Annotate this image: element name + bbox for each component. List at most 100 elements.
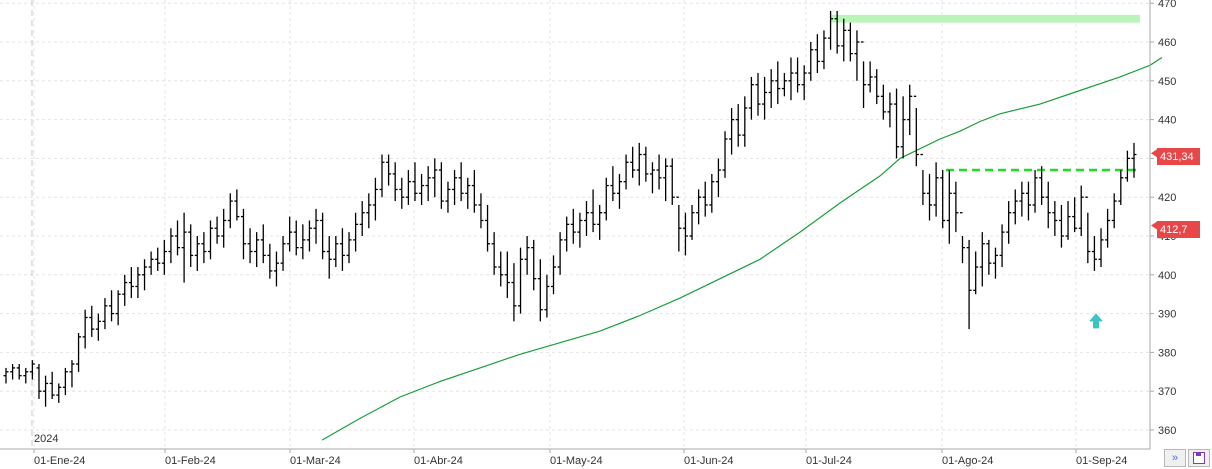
ohlc-bar bbox=[438, 162, 444, 209]
floppy-disk-label-part bbox=[1196, 453, 1201, 456]
ohlc-bar bbox=[636, 142, 642, 186]
ohlc-bar bbox=[781, 73, 787, 97]
ohlc-bar bbox=[709, 173, 715, 213]
ohlc-bar bbox=[616, 173, 622, 209]
ohlc-bar bbox=[544, 274, 550, 318]
ohlc-bar bbox=[946, 170, 952, 244]
x-tick-label: 01-May-24 bbox=[550, 455, 603, 467]
ohlc-bar bbox=[920, 153, 926, 205]
ohlc-bar bbox=[504, 251, 510, 299]
ohlc-bar bbox=[372, 177, 378, 221]
y-tick-label: 370 bbox=[1158, 386, 1176, 398]
ohlc-bar bbox=[445, 181, 451, 213]
ohlc-bar bbox=[23, 367, 29, 384]
ohlc-bar bbox=[808, 42, 814, 81]
ohlc-bar bbox=[894, 88, 900, 159]
ohlc-bar bbox=[498, 251, 504, 287]
moving-average-line bbox=[321, 56, 1163, 441]
ohlc-bar bbox=[36, 364, 42, 399]
ohlc-bar bbox=[748, 76, 754, 120]
ohlc-bar bbox=[1085, 196, 1091, 264]
ohlc-bar bbox=[214, 216, 220, 244]
ohlc-bar bbox=[590, 189, 596, 233]
ohlc-bar bbox=[102, 298, 108, 330]
ohlc-bar bbox=[583, 201, 589, 236]
ohlc-bar bbox=[1045, 181, 1051, 229]
ohlc-bar bbox=[847, 22, 853, 62]
ohlc-bar bbox=[412, 162, 418, 202]
ohlc-bar bbox=[56, 383, 62, 403]
y-tick-label: 360 bbox=[1158, 425, 1176, 437]
x-tick-label: 01-Jul-24 bbox=[806, 455, 852, 467]
y-tick-label: 470 bbox=[1158, 0, 1176, 10]
ohlc-bar bbox=[768, 69, 774, 108]
ohlc-bar bbox=[979, 232, 985, 287]
ohlc-bar bbox=[959, 212, 965, 264]
ohlc-bar bbox=[478, 193, 484, 229]
ohlc-bar bbox=[300, 224, 306, 260]
y-tick-label: 440 bbox=[1158, 115, 1176, 127]
last-price-label: 431,34 bbox=[1160, 151, 1194, 163]
ohlc-bar bbox=[907, 84, 913, 136]
ohlc-bar bbox=[155, 247, 161, 271]
double-chevron-icon: » bbox=[1171, 451, 1179, 464]
ohlc-bar bbox=[913, 95, 919, 167]
ma-value-label: 412,7 bbox=[1160, 224, 1188, 236]
ohlc-bar bbox=[696, 189, 702, 225]
ohlc-bar bbox=[419, 173, 425, 205]
ohlc-bar bbox=[326, 236, 332, 279]
ohlc-bar bbox=[557, 232, 563, 275]
ohlc-bar bbox=[834, 10, 840, 54]
ohlc-bar bbox=[841, 18, 847, 62]
ohlc-bar bbox=[399, 177, 405, 209]
ohlc-bar bbox=[207, 220, 213, 260]
chart-options-button[interactable]: » bbox=[1164, 449, 1186, 467]
ohlc-bar bbox=[122, 274, 128, 306]
ohlc-bar bbox=[161, 239, 167, 275]
ohlc-bar bbox=[630, 146, 636, 178]
ohlc-bar bbox=[148, 251, 154, 275]
ohlc-bar bbox=[597, 204, 603, 240]
ma-value-pointer bbox=[1151, 221, 1157, 230]
y-tick-label: 380 bbox=[1158, 347, 1176, 359]
ohlc-bar bbox=[795, 57, 801, 93]
ohlc-bar bbox=[1032, 170, 1038, 213]
ohlc-bar bbox=[142, 259, 148, 291]
save-chart-button[interactable] bbox=[1188, 449, 1210, 467]
ohlc-bar bbox=[669, 158, 675, 205]
ohlc-bar bbox=[386, 154, 392, 186]
x-tick-label: 01-Sep-24 bbox=[1076, 455, 1127, 467]
ohlc-bar bbox=[722, 131, 728, 178]
ohlc-bar bbox=[76, 333, 82, 372]
ohlc-bar bbox=[953, 181, 959, 233]
ohlc-bar bbox=[1124, 150, 1130, 182]
ohlc-bar bbox=[333, 236, 339, 268]
ohlc-bar bbox=[10, 364, 16, 380]
ohlc-bar bbox=[643, 146, 649, 182]
ohlc-bar bbox=[570, 208, 576, 244]
ohlc-bar bbox=[1131, 142, 1137, 178]
x-tick-label: 01-Mar-24 bbox=[290, 455, 341, 467]
ohlc-bar bbox=[201, 232, 207, 264]
ohlc-bar bbox=[425, 166, 431, 202]
ohlc-bar bbox=[471, 170, 477, 213]
ohlc-bar bbox=[339, 228, 345, 271]
ohlc-bar bbox=[346, 232, 352, 264]
ohlc-bar bbox=[16, 364, 22, 380]
x-tick-label: 01-Jun-24 bbox=[684, 455, 734, 467]
ohlc-bar bbox=[656, 154, 662, 190]
ohlc-bar bbox=[867, 61, 873, 93]
ohlc-bar bbox=[1105, 208, 1111, 248]
ohlc-bar bbox=[359, 201, 365, 236]
x-tick-label: 01-Ene-24 bbox=[34, 455, 85, 467]
ohlc-bar bbox=[313, 208, 319, 244]
ohlc-bar bbox=[432, 158, 438, 198]
ohlc-bar bbox=[577, 212, 583, 248]
ma-value-badge bbox=[1157, 221, 1200, 238]
y-tick-label: 450 bbox=[1158, 76, 1176, 88]
ohlc-bar bbox=[1019, 181, 1025, 217]
corner-toolbar: » bbox=[1164, 449, 1210, 467]
ohlc-bar bbox=[260, 224, 266, 264]
ohlc-bar bbox=[762, 76, 768, 120]
